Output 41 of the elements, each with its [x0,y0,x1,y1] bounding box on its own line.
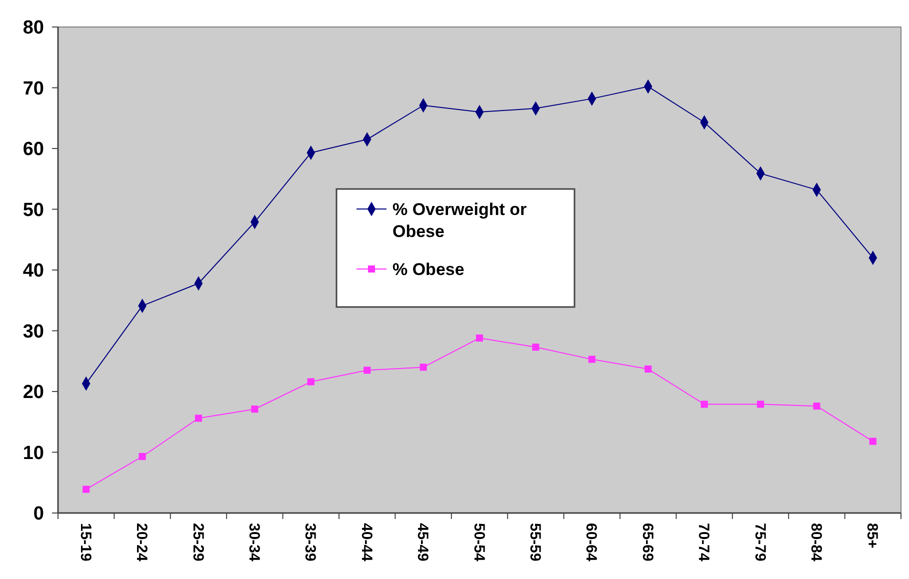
point [307,378,314,386]
x-tick-label: 65-69 [638,523,656,562]
x-tick-label: 55-59 [526,523,544,562]
point [869,438,876,445]
point [588,356,596,363]
point [420,364,427,371]
point [194,414,202,422]
point [813,402,820,410]
x-tick-label: 20-24 [133,523,150,562]
y-tick-label: 40 [22,260,44,282]
x-tick-label: 70-74 [695,523,712,562]
point [364,366,371,374]
point [138,452,146,460]
point [700,400,708,408]
x-tick-label: 15-19 [76,523,94,562]
y-tick-label: 10 [22,442,44,464]
x-tick-label: 60-64 [582,523,600,562]
point [82,486,90,493]
y-tick-label: 30 [22,321,44,342]
y-tick-label: 80 [22,18,44,39]
x-tick-label: 40-44 [358,523,375,562]
x-tick-label: 85+ [864,523,881,549]
legend-label: % Obese [392,260,464,279]
y-tick-label: 0 [33,504,44,525]
x-tick-label: 25-29 [189,523,206,562]
point [251,406,258,413]
x-tick-label: 45-49 [414,523,432,562]
x-tick-label: 80-84 [807,523,824,562]
x-tick-label: 30-34 [245,523,262,562]
x-tick-label: 50-54 [470,523,488,562]
x-tick-label: 75-79 [751,523,768,562]
y-tick-label: 20 [22,382,44,404]
y-tick-label: 70 [22,78,44,100]
y-tick-label: 60 [22,139,44,160]
point [476,334,484,342]
point [644,365,652,373]
point [756,400,764,408]
y-tick-label: 50 [22,200,44,221]
legend-label: % Overweight or Obese [392,200,528,242]
x-tick-label: 35-39 [302,523,319,562]
point [532,344,540,351]
